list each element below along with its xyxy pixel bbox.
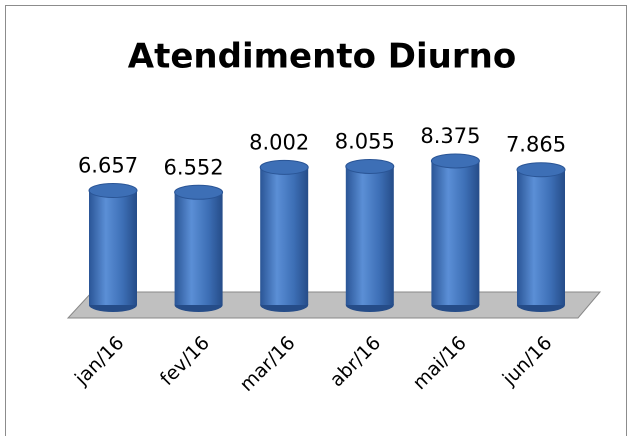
- bar-top: [88, 182, 138, 198]
- value-label: 6.657: [78, 153, 138, 177]
- bar-top: [516, 162, 566, 178]
- bar: [431, 160, 480, 305]
- bar: [260, 167, 309, 305]
- bar-top: [430, 153, 480, 169]
- bar-top: [345, 158, 395, 174]
- bar: [174, 192, 223, 305]
- bar-top: [174, 184, 224, 200]
- bar-top: [259, 159, 309, 175]
- value-label: 8.055: [335, 129, 395, 153]
- bar: [89, 190, 137, 305]
- value-label: 8.375: [420, 124, 480, 148]
- value-label: 6.552: [164, 155, 224, 179]
- bar: [345, 166, 394, 305]
- value-label: 8.002: [249, 130, 309, 154]
- bar: [517, 169, 565, 305]
- value-label: 7.865: [506, 133, 566, 157]
- chart-title: Atendimento Diurno: [128, 37, 516, 77]
